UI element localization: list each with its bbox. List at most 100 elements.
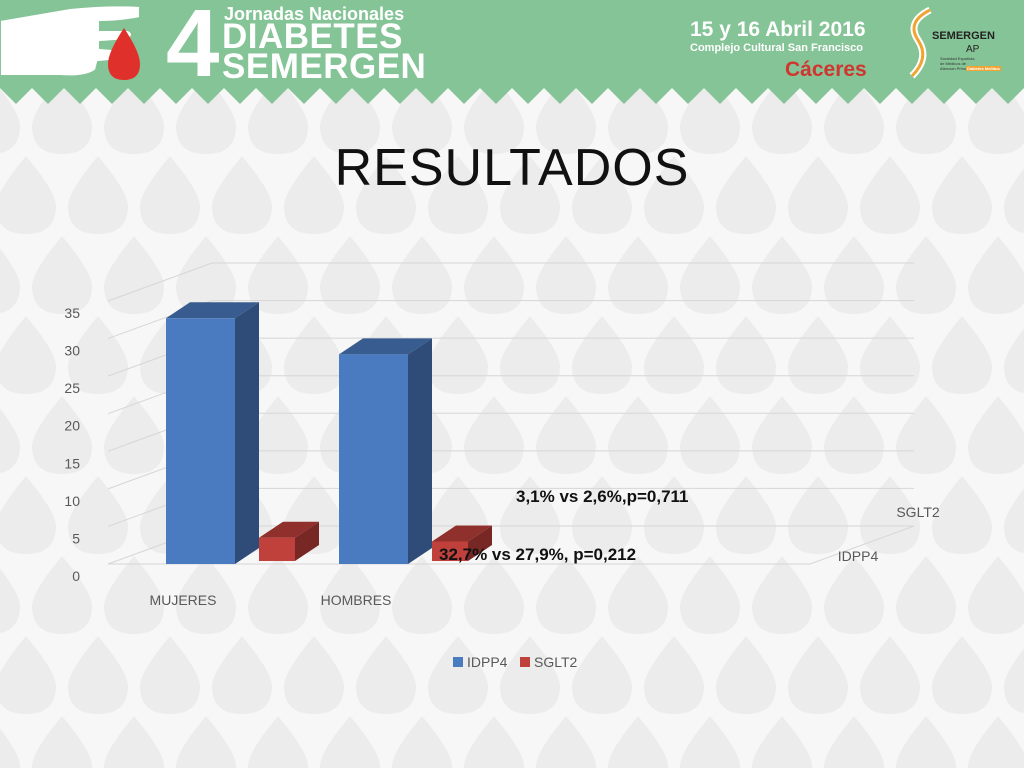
drop-shape	[140, 156, 200, 234]
y-tick-label: 15	[64, 455, 80, 471]
event-header: 4 Jornadas Nacionales DIABETES SEMERGEN …	[0, 0, 1024, 110]
drop-shape	[0, 636, 56, 714]
drop-shape	[932, 476, 992, 554]
logo-society-name: Sociedad Española de Médicos de Atención…	[940, 56, 975, 71]
idpp4-comparison-annotation: 32,7% vs 27,9%, p=0,212	[439, 545, 637, 564]
event-venue: Complejo Cultural San Francisco	[690, 42, 863, 54]
drop-shape	[1004, 488, 1024, 553]
drop-shape	[356, 636, 416, 714]
drop-shape	[248, 236, 308, 314]
bar-front-face	[432, 541, 468, 561]
event-number: 4	[166, 0, 220, 97]
drop-shape	[608, 236, 668, 314]
drop-shape	[1004, 168, 1024, 233]
drop-shape	[464, 396, 524, 474]
drop-shape	[572, 316, 632, 394]
gridline-side	[107, 262, 213, 302]
bar-idpp4-mujeres	[166, 302, 259, 564]
logo-sub: AP	[966, 44, 980, 55]
drop-shape	[176, 716, 236, 768]
drop-shape	[860, 476, 920, 554]
depth-axis-label: SGLT2	[896, 504, 940, 520]
drop-shape	[464, 716, 524, 768]
drop-shape	[428, 156, 488, 234]
drop-shape	[392, 236, 452, 314]
y-tick-label: 35	[64, 305, 80, 321]
drop-shape	[680, 236, 740, 314]
y-tick-label: 30	[64, 343, 80, 359]
drop-shape	[716, 636, 776, 714]
drop-shape	[0, 408, 20, 473]
drop-shape	[824, 76, 884, 154]
drop-shape	[320, 556, 380, 634]
drop-shape	[932, 636, 992, 714]
drop-shape	[968, 716, 1024, 768]
drop-shape	[536, 396, 596, 474]
drop-shape	[572, 476, 632, 554]
bar-side-face	[408, 338, 432, 564]
drop-shape	[932, 156, 992, 234]
drop-shape	[176, 236, 236, 314]
drop-shape	[464, 76, 524, 154]
blood-drop-icon	[108, 28, 140, 80]
depth-axis-labels: SGLT2 IDPP4	[838, 504, 940, 564]
drop-shape	[968, 396, 1024, 474]
drop-shape	[680, 556, 740, 634]
drop-shape	[104, 556, 164, 634]
drop-shape	[68, 636, 128, 714]
logo-tag: Diabetes Mellitus	[966, 66, 1001, 71]
bar-front-face	[259, 537, 295, 561]
slide-title: RESULTADOS	[334, 139, 690, 197]
drop-shape	[860, 316, 920, 394]
drop-shape	[644, 316, 704, 394]
bar-front-face	[339, 354, 408, 564]
legend-swatch	[520, 657, 530, 667]
legend-label: SGLT2	[534, 654, 578, 670]
drop-shape	[968, 556, 1024, 634]
drop-shape	[0, 728, 20, 768]
bar-side-face	[235, 302, 259, 564]
pointing-hand-icon	[0, 4, 141, 78]
bar-sglt2-hombres	[432, 525, 492, 561]
drop-shape	[788, 636, 848, 714]
drop-shape	[608, 396, 668, 474]
drop-shape	[824, 236, 884, 314]
drop-shape	[68, 156, 128, 234]
header-zigzag-band	[0, 0, 1024, 104]
drop-shape	[824, 716, 884, 768]
drop-shape	[320, 236, 380, 314]
drop-shape	[788, 316, 848, 394]
drop-shape	[752, 716, 812, 768]
drop-shape	[932, 316, 992, 394]
drop-shape	[140, 636, 200, 714]
drop-shape	[896, 236, 956, 314]
drop-shape	[968, 236, 1024, 314]
bar-side-face	[468, 525, 492, 561]
header-banner	[0, 0, 1024, 104]
drop-shape	[248, 556, 308, 634]
chart-bars	[166, 302, 492, 564]
drop-shape	[32, 716, 92, 768]
drop-shape	[464, 236, 524, 314]
drop-shape	[536, 716, 596, 768]
drop-shape	[536, 556, 596, 634]
drop-shape	[608, 716, 668, 768]
drop-shape	[824, 556, 884, 634]
legend-label: IDPP4	[467, 654, 508, 670]
drop-shape	[752, 236, 812, 314]
drop-shape	[644, 476, 704, 554]
bar-sglt2-mujeres	[259, 521, 319, 561]
drop-shape	[248, 396, 308, 474]
drop-shape	[716, 476, 776, 554]
drop-shape	[644, 636, 704, 714]
event-date: 15 y 16 Abril 2016	[690, 18, 866, 41]
x-axis-tick-labels: MUJERES HOMBRES	[150, 592, 392, 608]
bar-idpp4-hombres	[339, 338, 432, 564]
drop-shape	[428, 316, 488, 394]
drop-shape	[248, 76, 308, 154]
floor-right-edge	[809, 525, 915, 565]
drop-shape	[284, 316, 344, 394]
drop-shape	[320, 716, 380, 768]
logo-wordmark: SEMERGEN	[932, 30, 995, 42]
